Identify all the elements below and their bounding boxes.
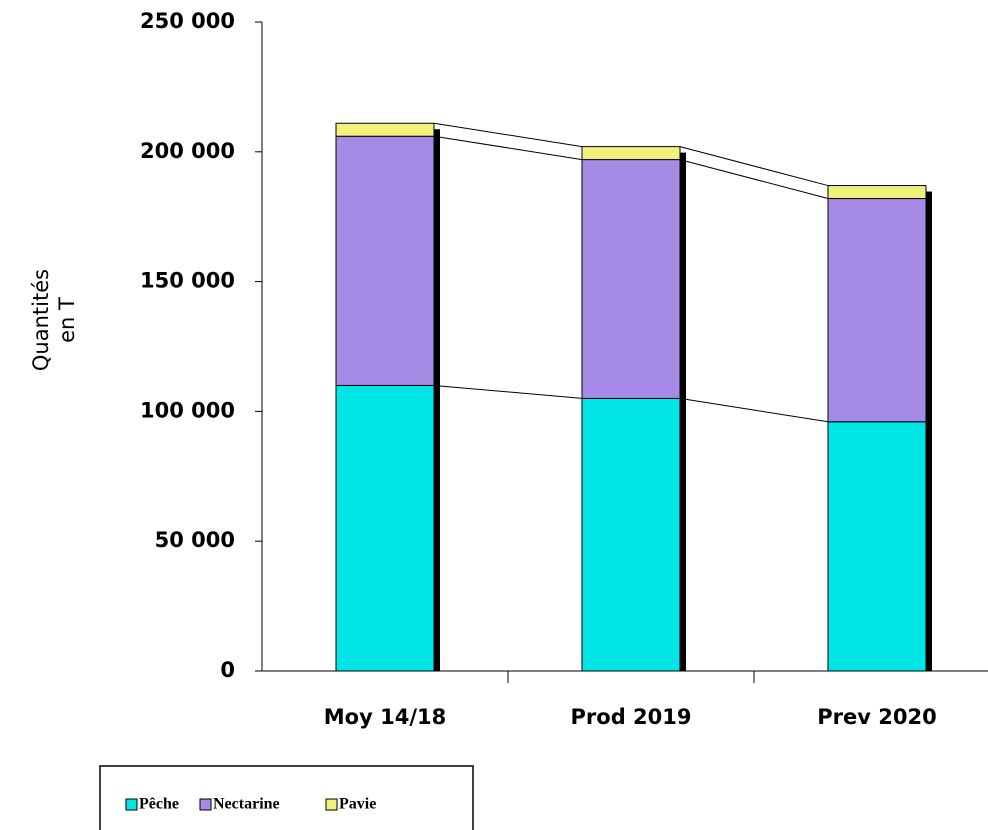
bar-segment xyxy=(581,146,681,161)
bar-segment xyxy=(581,159,681,399)
bar-segment xyxy=(335,135,435,386)
y-tick-label: 150 000 xyxy=(140,269,235,293)
y-axis-label: Quantités xyxy=(29,269,53,371)
y-tick-label: 50 000 xyxy=(155,528,235,552)
legend-label: Pêche xyxy=(139,796,179,813)
connector-line xyxy=(679,159,829,200)
x-tick-label: Moy 14/18 xyxy=(324,705,446,729)
y-axis-label: en T xyxy=(55,297,79,343)
bar-shadow xyxy=(434,129,440,671)
y-tick-label: 0 xyxy=(220,658,235,682)
bar-segment xyxy=(581,397,681,672)
legend-box xyxy=(99,765,474,830)
legend-swatch xyxy=(199,798,212,811)
connector-line xyxy=(433,135,583,161)
bar-segment xyxy=(335,122,435,137)
y-tick-label: 250 000 xyxy=(140,9,235,33)
connector-line xyxy=(679,146,829,187)
legend-label: Pavie xyxy=(339,796,376,813)
bar-shadow xyxy=(680,152,686,671)
x-tick-label: Prod 2019 xyxy=(571,705,692,729)
connector-line xyxy=(433,384,583,399)
bar-segment xyxy=(335,384,435,672)
x-tick-label: Prev 2020 xyxy=(817,705,936,729)
bar-shadow xyxy=(926,191,932,671)
y-tick-label: 200 000 xyxy=(140,139,235,163)
bar-segment xyxy=(827,185,927,200)
connector-line xyxy=(433,122,583,148)
y-tick-label: 100 000 xyxy=(140,398,235,422)
legend-swatch xyxy=(325,798,338,811)
bar-segment xyxy=(827,198,927,423)
legend-label: Nectarine xyxy=(213,796,280,813)
connector-line xyxy=(679,397,829,423)
legend-swatch xyxy=(125,798,138,811)
bar-segment xyxy=(827,421,927,672)
